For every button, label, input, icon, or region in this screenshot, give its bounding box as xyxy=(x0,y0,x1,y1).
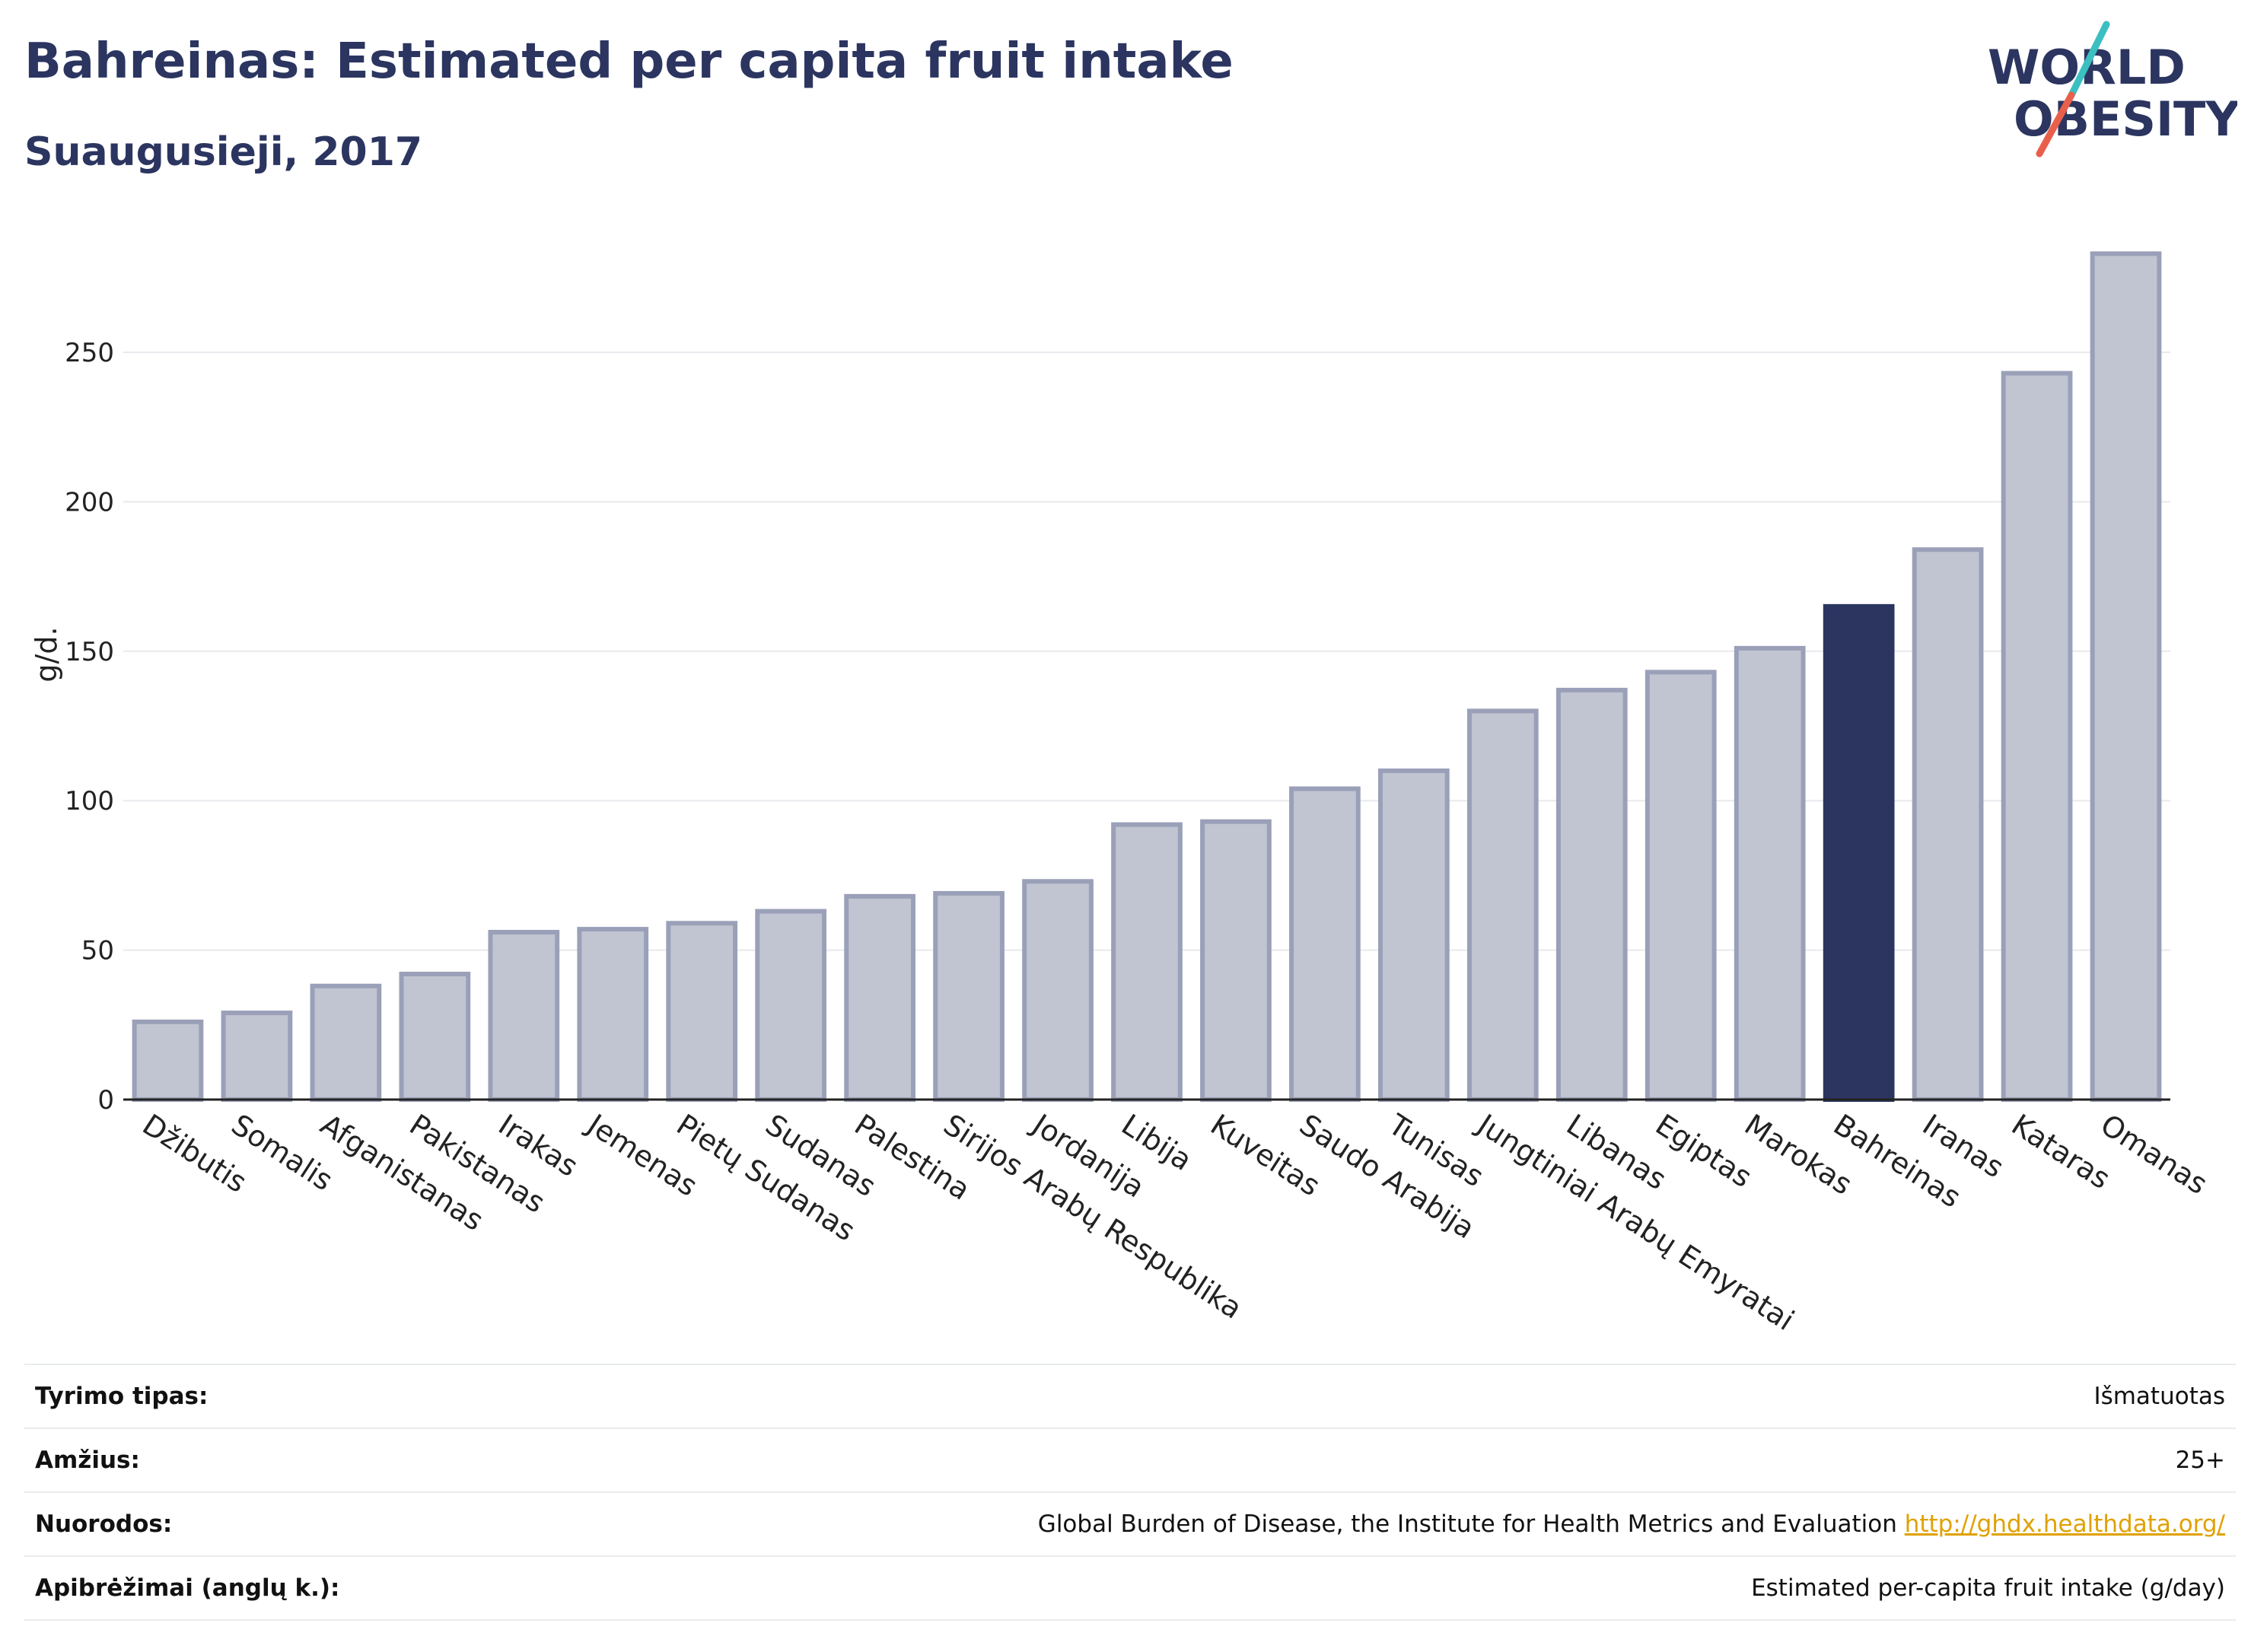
bar xyxy=(310,983,382,1102)
bar-chart: 0 50 100 150 200 250 DžibutisSomalisAfganista… xyxy=(30,251,2214,1338)
x-tick-label: Omanas xyxy=(2095,1108,2214,1202)
bar xyxy=(1734,645,1806,1102)
bar xyxy=(1555,687,1628,1102)
bar xyxy=(577,927,649,1102)
y-tick-label: 200 xyxy=(65,487,114,517)
logo-slash-teal xyxy=(2068,21,2110,99)
chart-subtitle: Suaugusieji, 2017 xyxy=(24,129,423,175)
metadata-value: 25+ xyxy=(2175,1447,2225,1474)
y-tick-label: 50 xyxy=(81,936,114,966)
bar xyxy=(2001,371,2073,1103)
bar xyxy=(1200,819,1272,1103)
y-axis-title: g/d. xyxy=(30,626,63,682)
bar xyxy=(399,972,471,1103)
y-tick-label: 150 xyxy=(65,637,114,667)
bar xyxy=(666,921,738,1103)
x-tick-labels: DžibutisSomalisAfganistanasPakistanasIra… xyxy=(137,1107,2214,1338)
bar xyxy=(1289,786,1361,1103)
bar xyxy=(755,909,827,1103)
metadata-row: Apibrėžimai (anglų k.): Estimated per-cap… xyxy=(24,1555,2236,1621)
bar xyxy=(1644,670,1717,1102)
bar xyxy=(2090,251,2162,1103)
bar xyxy=(1823,603,1895,1102)
metadata-label: Apibrėžimai (anglų k.): xyxy=(35,1574,340,1602)
logo-slash-red xyxy=(2036,91,2075,158)
source-link[interactable]: http://ghdx.healthdata.org/ xyxy=(1904,1510,2225,1538)
y-tick-label: 100 xyxy=(65,786,114,816)
world-obesity-logo: WORLD OBESITY xyxy=(1988,21,2237,158)
bars xyxy=(132,251,2162,1103)
y-tick-labels: 0 50 100 150 200 250 xyxy=(65,338,114,1116)
bar xyxy=(221,1011,293,1103)
bar xyxy=(1912,547,1984,1102)
metadata-row: Amžius: 25+ xyxy=(24,1428,2236,1491)
bar xyxy=(1022,879,1094,1102)
bar xyxy=(1378,768,1450,1102)
metadata-label: Amžius: xyxy=(35,1447,140,1474)
metadata-row: Nuorodos: Global Burden of Disease, the I… xyxy=(24,1491,2236,1555)
bar xyxy=(132,1019,204,1102)
y-tick-label: 0 xyxy=(97,1085,114,1116)
x-tick-label: Kataras xyxy=(2006,1108,2116,1196)
metadata-value: Išmatuotas xyxy=(2093,1383,2225,1410)
bar xyxy=(933,890,1005,1103)
bar xyxy=(1111,822,1183,1103)
metadata-value: Estimated per-capita fruit intake (g/day… xyxy=(1751,1574,2225,1602)
metadata-value: Global Burden of Disease, the Institute … xyxy=(1037,1510,2225,1538)
metadata-label: Nuorodos: xyxy=(35,1510,173,1538)
metadata-table: Tyrimo tipas: Išmatuotas Amžius: 25+ Nuorodo… xyxy=(24,1364,2236,1621)
bar xyxy=(488,930,560,1102)
metadata-row: Tyrimo tipas: Išmatuotas xyxy=(24,1364,2236,1428)
bar xyxy=(844,893,915,1102)
bar xyxy=(1466,708,1539,1102)
y-tick-label: 250 xyxy=(65,338,114,368)
x-tick-label: Egiptas xyxy=(1650,1108,1758,1195)
chart-title: Bahreinas: Estimated per capita fruit in… xyxy=(24,33,1234,90)
metadata-label: Tyrimo tipas: xyxy=(35,1383,209,1410)
